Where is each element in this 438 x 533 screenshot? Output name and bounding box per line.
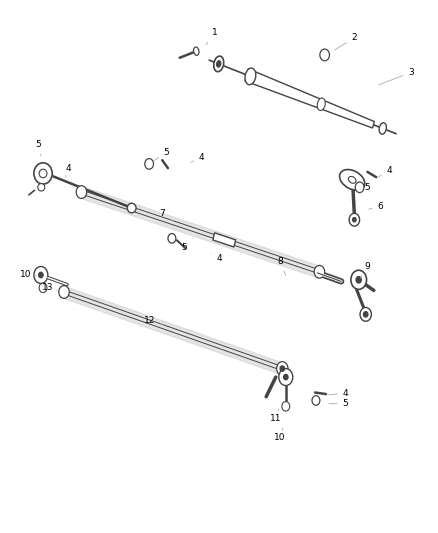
Text: 4: 4 <box>211 253 222 263</box>
Circle shape <box>349 213 360 226</box>
Ellipse shape <box>194 47 199 55</box>
Circle shape <box>39 272 43 278</box>
Circle shape <box>314 265 325 278</box>
Circle shape <box>284 374 288 379</box>
Text: 7: 7 <box>159 209 173 221</box>
Circle shape <box>364 312 368 317</box>
Text: 1: 1 <box>206 28 218 45</box>
Text: 5: 5 <box>35 140 41 156</box>
Text: 5: 5 <box>154 148 170 161</box>
Ellipse shape <box>39 169 47 177</box>
Ellipse shape <box>379 123 386 134</box>
Circle shape <box>168 233 176 243</box>
Text: 6: 6 <box>369 203 383 212</box>
Ellipse shape <box>38 183 45 191</box>
Circle shape <box>356 277 361 283</box>
Circle shape <box>59 286 69 298</box>
Text: 8: 8 <box>277 257 286 275</box>
Polygon shape <box>213 233 236 247</box>
Circle shape <box>34 266 48 284</box>
Ellipse shape <box>214 56 224 72</box>
Circle shape <box>39 283 47 293</box>
Circle shape <box>76 185 87 198</box>
Circle shape <box>277 362 288 375</box>
Text: 10: 10 <box>20 270 36 279</box>
Ellipse shape <box>127 203 136 213</box>
Circle shape <box>355 182 364 192</box>
Text: 13: 13 <box>42 283 57 292</box>
Text: 5: 5 <box>361 183 370 192</box>
Ellipse shape <box>339 169 365 190</box>
Text: 11: 11 <box>270 409 282 423</box>
Text: 4: 4 <box>329 389 349 398</box>
Ellipse shape <box>348 176 356 183</box>
Ellipse shape <box>34 163 52 184</box>
Text: 4: 4 <box>377 166 392 177</box>
Text: 9: 9 <box>360 262 370 278</box>
Text: 4: 4 <box>65 164 71 177</box>
Circle shape <box>312 395 320 405</box>
Circle shape <box>279 368 293 385</box>
Text: 5: 5 <box>329 399 349 408</box>
Text: 12: 12 <box>144 316 163 325</box>
Circle shape <box>145 159 153 169</box>
Circle shape <box>351 270 367 289</box>
Text: 5: 5 <box>181 244 187 253</box>
Circle shape <box>360 308 371 321</box>
Text: 2: 2 <box>335 34 357 50</box>
Polygon shape <box>245 69 374 128</box>
Ellipse shape <box>317 98 325 110</box>
Text: 4: 4 <box>191 153 205 162</box>
Text: 3: 3 <box>379 68 414 85</box>
Circle shape <box>282 401 290 411</box>
Circle shape <box>280 366 285 371</box>
Text: 10: 10 <box>274 428 286 442</box>
Ellipse shape <box>217 61 221 67</box>
Circle shape <box>353 217 356 222</box>
Circle shape <box>320 49 329 61</box>
Ellipse shape <box>245 68 256 85</box>
